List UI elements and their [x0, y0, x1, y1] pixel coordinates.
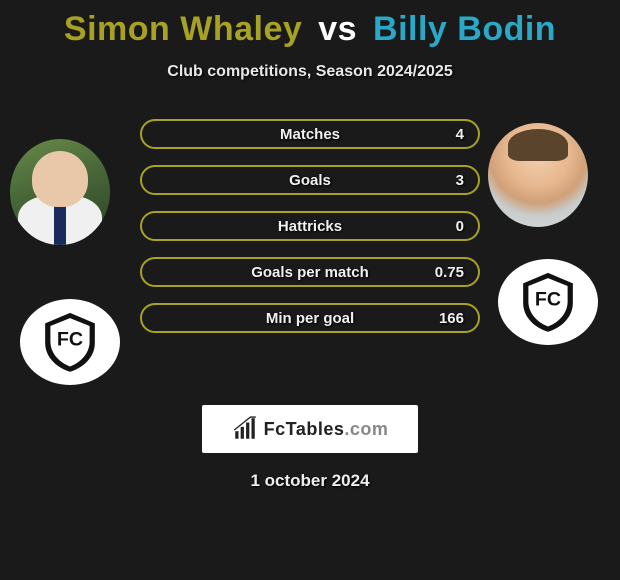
stat-value: 3: [456, 172, 464, 189]
stat-value: 4: [456, 126, 464, 143]
stat-bar: Matches 4: [140, 119, 480, 149]
svg-text:FC: FC: [57, 329, 83, 351]
stats-bars: Matches 4 Goals 3 Hattricks 0 Goals per …: [140, 119, 480, 349]
club-one-badge: FC: [20, 299, 120, 385]
branding-logo[interactable]: FcTables.com: [202, 405, 418, 453]
stat-bar: Min per goal 166: [140, 303, 480, 333]
stat-value: 0.75: [435, 264, 464, 281]
player-two-avatar: [488, 123, 588, 227]
branding-text: FcTables.com: [264, 419, 389, 440]
stat-bar: Hattricks 0: [140, 211, 480, 241]
club-two-badge: FC: [498, 259, 598, 345]
player-one-avatar: [10, 139, 110, 245]
title-player2: Billy Bodin: [373, 10, 556, 48]
date-label: 1 october 2024: [0, 471, 620, 491]
chart-icon: [232, 416, 258, 442]
stat-label: Hattricks: [278, 218, 342, 235]
page-title: Simon Whaley vs Billy Bodin: [0, 0, 620, 49]
stat-bar: Goals per match 0.75: [140, 257, 480, 287]
subtitle: Club competitions, Season 2024/2025: [0, 63, 620, 81]
stat-label: Goals: [289, 172, 331, 189]
title-player1: Simon Whaley: [64, 10, 302, 48]
svg-text:FC: FC: [535, 289, 561, 311]
title-vs: vs: [318, 10, 357, 48]
stat-value: 0: [456, 218, 464, 235]
comparison-panel: FC FC Matches 4 Goals 3 Hattricks 0 Goal…: [0, 119, 620, 399]
stat-label: Goals per match: [251, 264, 369, 281]
stat-value: 166: [439, 310, 464, 327]
stat-label: Min per goal: [266, 310, 354, 327]
stat-bar: Goals 3: [140, 165, 480, 195]
stat-label: Matches: [280, 126, 340, 143]
